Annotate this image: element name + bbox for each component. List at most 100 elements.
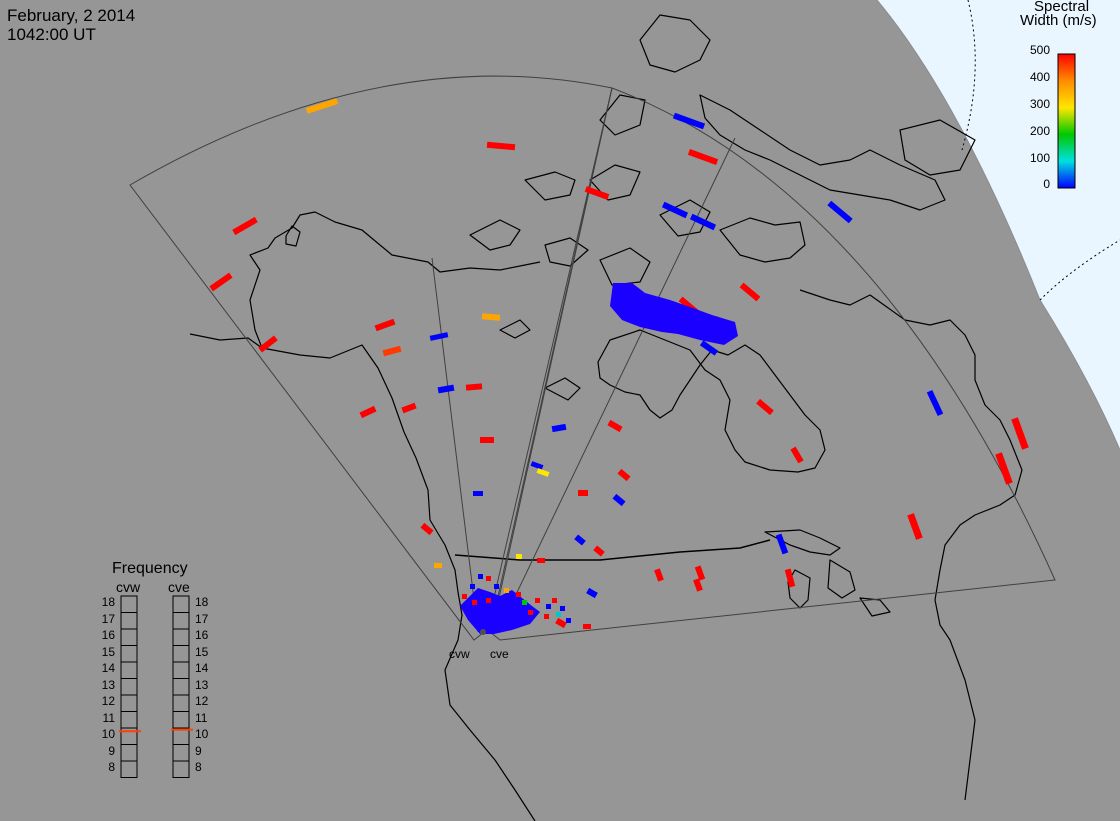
colorbar-title: Spectral (1034, 0, 1090, 15)
echo-cell (546, 604, 551, 609)
fov-cve (489, 87, 1056, 641)
echo-cell (382, 345, 402, 357)
echo-cell (544, 614, 549, 619)
frequency-cell (172, 760, 190, 778)
frequency-panel-title: Frequency (112, 560, 188, 577)
echo-cell (926, 389, 944, 417)
echo-cell (473, 491, 483, 496)
echo-cell (535, 598, 540, 603)
frequency-boxes (119, 595, 193, 778)
echo-cell (1011, 417, 1029, 450)
echo-cell (374, 318, 396, 332)
echo-cell (504, 588, 509, 593)
frequency-level-label: 11 (102, 710, 115, 725)
echo-cell (528, 610, 533, 615)
frequency-level-label: 12 (101, 694, 115, 708)
echo-cell (486, 598, 491, 603)
echo-cell (536, 468, 550, 477)
echo-cell (694, 565, 706, 581)
frequency-level-label: 16 (195, 628, 209, 642)
echo-cell (672, 112, 706, 130)
frequency-level-label: 14 (101, 661, 115, 675)
colorbar-scale (1057, 53, 1076, 189)
echo-cell (494, 584, 499, 589)
echo-cell (661, 201, 689, 219)
frequency-level-label: 17 (101, 611, 115, 626)
echo-cell (552, 598, 557, 603)
echo-cell (617, 468, 631, 482)
echo-cell (574, 534, 586, 546)
fov-cvw (129, 75, 613, 641)
site-label-cvw: cvw (449, 647, 470, 661)
echo-cell (486, 141, 516, 151)
echo-cell (481, 313, 501, 321)
echo-cell (472, 600, 477, 605)
echo-cell (593, 545, 605, 557)
echo-cell (560, 606, 565, 611)
echo-cell (739, 282, 761, 302)
radar-code-cve: cve (168, 579, 190, 595)
echo-cell (612, 493, 626, 507)
echo-cell (258, 335, 278, 353)
echo-cell (556, 612, 561, 617)
echo-cell (790, 446, 804, 464)
echo-cell (566, 618, 571, 623)
echo-cell (578, 490, 588, 496)
echo-cell (522, 600, 527, 605)
site-label-cve: cve (490, 647, 509, 661)
frequency-level-label: 9 (108, 743, 115, 758)
frequency-level-label: 17 (195, 611, 209, 626)
colorbar-unit: Width (m/s) (1020, 12, 1097, 29)
echo-cell (555, 617, 567, 629)
echo-cell (209, 272, 233, 292)
echo-patch (610, 283, 738, 345)
border-line (454, 539, 771, 561)
radar-site-dot-icon (480, 629, 486, 635)
echo-cell (607, 419, 623, 433)
echo-cell (359, 405, 377, 419)
echo-cell (420, 522, 434, 536)
echo-cell (907, 513, 923, 540)
echo-cell (784, 568, 796, 588)
echo-cell (551, 423, 567, 433)
echo-cell (232, 216, 258, 236)
echo-cell (480, 437, 494, 443)
echo-cell (434, 563, 442, 568)
echo-cell (429, 332, 449, 341)
date-label: February, 2 2014 (7, 6, 136, 25)
colorbar-tick: 200 (1029, 124, 1050, 138)
echo-cell (699, 340, 719, 356)
echo-cell (687, 149, 719, 165)
echo-cell (689, 213, 717, 231)
frequency-level-label: 18 (101, 595, 115, 609)
frequency-level-label: 16 (101, 628, 115, 642)
echo-cell (462, 594, 467, 599)
frequency-level-label: 13 (101, 677, 115, 692)
frequency-level-label: 12 (195, 694, 209, 708)
echo-cell (586, 587, 598, 599)
time-label: 1042:00 UT (7, 25, 96, 44)
echo-cell (583, 624, 591, 629)
frequency-level-label: 8 (195, 760, 202, 774)
colorbar-tick: 0 (1043, 177, 1050, 191)
frequency-level-label: 13 (195, 677, 209, 692)
echo-cell (437, 384, 455, 394)
echo-cell (530, 461, 544, 470)
echo-cell (537, 558, 545, 563)
latitude-circle-outer (961, 0, 976, 151)
echo-cell (305, 98, 339, 114)
frequency-level-label: 10 (101, 727, 115, 741)
frequency-level-label: 10 (195, 727, 209, 741)
echo-cell (516, 554, 522, 559)
echo-cell (465, 383, 483, 391)
frequency-level-label: 14 (195, 661, 209, 675)
radar-code-cvw: cvw (116, 579, 141, 595)
echo-cell (775, 533, 789, 555)
colorbar-tick: 500 (1029, 43, 1050, 57)
frequency-level-label: 9 (195, 743, 202, 758)
frequency-cell (120, 760, 138, 778)
frequency-level-label: 15 (101, 644, 115, 659)
